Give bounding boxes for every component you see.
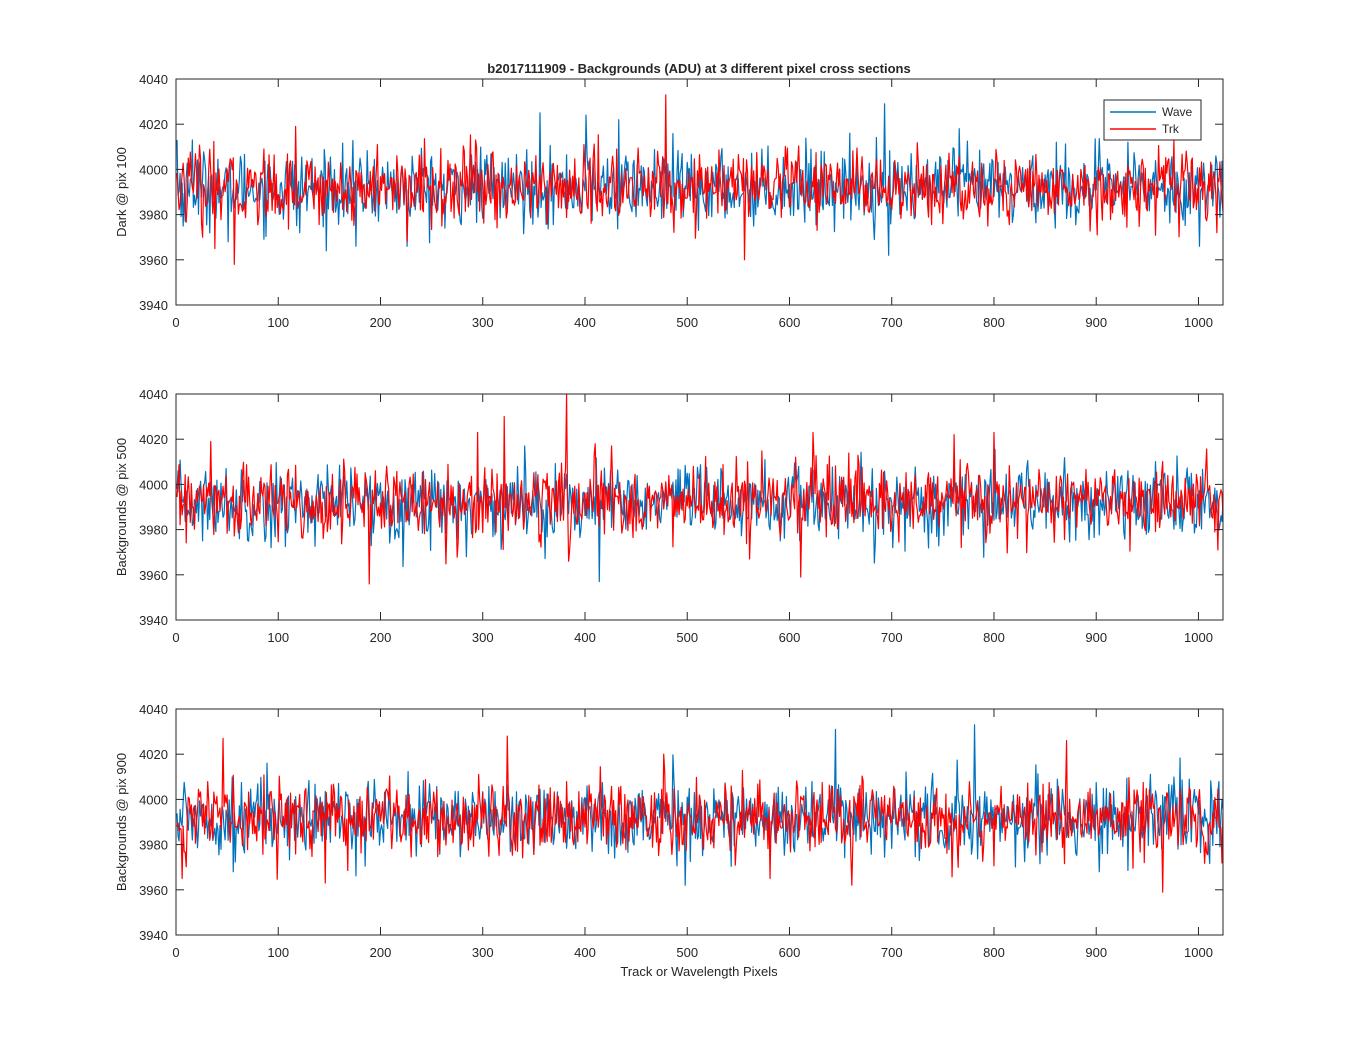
x-tick-label: 300 bbox=[472, 315, 494, 330]
y-tick-label: 3960 bbox=[139, 568, 168, 583]
x-tick-label: 900 bbox=[1085, 945, 1107, 960]
y-tick-label: 3940 bbox=[139, 928, 168, 943]
x-tick-label: 1000 bbox=[1184, 315, 1213, 330]
series-line-trk bbox=[176, 735, 1223, 893]
x-tick-label: 300 bbox=[472, 630, 494, 645]
x-tick-label: 0 bbox=[172, 945, 179, 960]
series-line-trk bbox=[176, 394, 1223, 585]
y-tick-label: 3940 bbox=[139, 613, 168, 628]
series-line-trk bbox=[176, 94, 1223, 265]
x-tick-label: 200 bbox=[370, 630, 392, 645]
y-tick-label: 3980 bbox=[139, 208, 168, 223]
x-tick-label: 800 bbox=[983, 945, 1005, 960]
y-axis-label: Backgrounds @ pix 500 bbox=[114, 438, 129, 576]
x-tick-label: 800 bbox=[983, 630, 1005, 645]
x-tick-label: 500 bbox=[676, 630, 698, 645]
x-tick-label: 400 bbox=[574, 945, 596, 960]
x-tick-label: 500 bbox=[676, 315, 698, 330]
y-tick-label: 4020 bbox=[139, 117, 168, 132]
legend-label-trk: Trk bbox=[1162, 122, 1180, 136]
x-tick-label: 100 bbox=[267, 630, 289, 645]
x-tick-label: 200 bbox=[370, 945, 392, 960]
x-tick-label: 0 bbox=[172, 630, 179, 645]
y-tick-label: 3980 bbox=[139, 523, 168, 538]
y-axis-label: Dark @ pix 100 bbox=[114, 147, 129, 237]
y-tick-label: 4000 bbox=[139, 162, 168, 177]
x-tick-label: 500 bbox=[676, 945, 698, 960]
x-tick-label: 1000 bbox=[1184, 945, 1213, 960]
x-tick-label: 600 bbox=[779, 630, 801, 645]
y-tick-label: 4000 bbox=[139, 477, 168, 492]
y-tick-label: 3960 bbox=[139, 253, 168, 268]
x-tick-label: 600 bbox=[779, 315, 801, 330]
x-axis-label: Track or Wavelength Pixels bbox=[620, 964, 778, 979]
x-tick-label: 900 bbox=[1085, 630, 1107, 645]
y-tick-label: 3960 bbox=[139, 883, 168, 898]
panel-3: 0 100 200 300 400 500 600 700 800 900 1000 3940 3960… bbox=[114, 702, 1224, 960]
y-tick-label: 4040 bbox=[139, 702, 168, 717]
x-tick-label: 700 bbox=[881, 945, 903, 960]
y-tick-label: 4020 bbox=[139, 432, 168, 447]
x-tick-label: 400 bbox=[574, 630, 596, 645]
y-tick-label: 4040 bbox=[139, 387, 168, 402]
x-tick-label: 700 bbox=[881, 630, 903, 645]
series-line-wave bbox=[176, 445, 1223, 583]
x-tick-label: 900 bbox=[1085, 315, 1107, 330]
x-tick-label: 700 bbox=[881, 315, 903, 330]
y-tick-label: 3980 bbox=[139, 838, 168, 853]
panel-2: 0 100 200 300 400 500 600 700 800 900 1000 3940 3960… bbox=[114, 387, 1224, 645]
legend-label-wave: Wave bbox=[1162, 105, 1193, 119]
x-tick-label: 600 bbox=[779, 945, 801, 960]
y-tick-label: 3940 bbox=[139, 298, 168, 313]
legend-box bbox=[1103, 99, 1202, 141]
axes-box bbox=[175, 708, 1224, 936]
legend: Wave Trk bbox=[1103, 99, 1202, 141]
x-tick-label: 300 bbox=[472, 945, 494, 960]
axes-box bbox=[175, 78, 1224, 306]
x-tick-label: 400 bbox=[574, 315, 596, 330]
figure-title: b2017111909 - Backgrounds (ADU) at 3 dif… bbox=[487, 61, 910, 76]
x-tick-label: 1000 bbox=[1184, 630, 1213, 645]
y-tick-label: 4000 bbox=[139, 792, 168, 807]
x-tick-label: 100 bbox=[267, 945, 289, 960]
x-tick-label: 100 bbox=[267, 315, 289, 330]
x-tick-label: 200 bbox=[370, 315, 392, 330]
axes-box bbox=[175, 393, 1224, 621]
panel-1: 0 100 200 300 400 500 600 700 800 900 1000 3940 3960… bbox=[114, 72, 1224, 330]
y-axis-label: Backgrounds @ pix 900 bbox=[114, 753, 129, 891]
y-tick-label: 4040 bbox=[139, 72, 168, 87]
x-tick-label: 800 bbox=[983, 315, 1005, 330]
x-tick-label: 0 bbox=[172, 315, 179, 330]
y-tick-label: 4020 bbox=[139, 747, 168, 762]
